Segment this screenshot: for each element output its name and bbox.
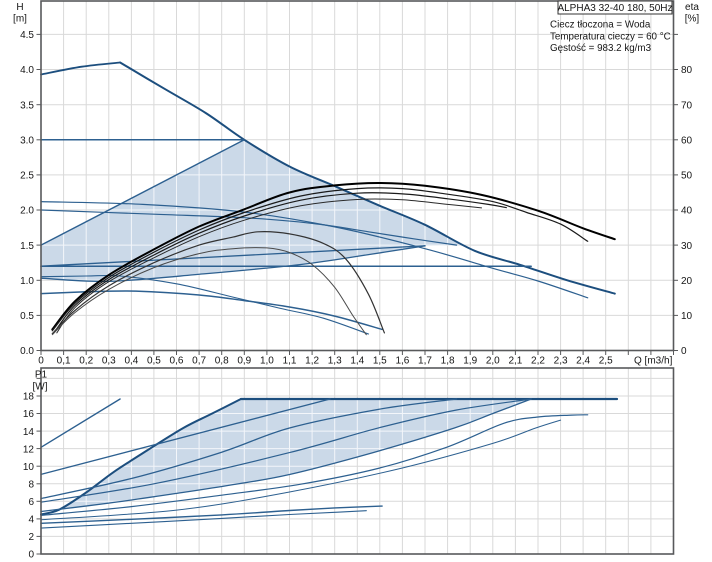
svg-text:0,8: 0,8 (215, 356, 229, 367)
svg-text:2.0: 2.0 (20, 206, 34, 217)
svg-text:0,3: 0,3 (102, 356, 116, 367)
svg-text:18: 18 (23, 392, 35, 403)
svg-text:4: 4 (28, 515, 34, 526)
svg-text:1.5: 1.5 (20, 241, 34, 252)
svg-text:10: 10 (23, 462, 35, 473)
svg-text:1,2: 1,2 (305, 356, 319, 367)
svg-text:2,0: 2,0 (486, 356, 500, 367)
svg-text:2,4: 2,4 (576, 356, 590, 367)
svg-text:50: 50 (681, 171, 693, 182)
svg-text:0,4: 0,4 (124, 356, 138, 367)
svg-text:6: 6 (28, 497, 34, 508)
svg-text:Gęstość = 983.2 kg/m3: Gęstość = 983.2 kg/m3 (550, 43, 652, 54)
svg-text:2,3: 2,3 (554, 356, 568, 367)
svg-text:1,4: 1,4 (350, 356, 364, 367)
svg-text:0,5: 0,5 (147, 356, 161, 367)
svg-text:0.0: 0.0 (20, 346, 34, 357)
svg-text:0: 0 (28, 550, 34, 561)
svg-text:70: 70 (681, 100, 693, 111)
svg-text:2: 2 (28, 532, 34, 543)
svg-text:1,8: 1,8 (441, 356, 455, 367)
svg-text:2,2: 2,2 (531, 356, 545, 367)
svg-text:1,9: 1,9 (463, 356, 477, 367)
svg-text:Temperatura cieczy = 60 °C: Temperatura cieczy = 60 °C (550, 32, 671, 43)
svg-text:8: 8 (28, 480, 34, 491)
svg-text:H: H (16, 2, 23, 13)
svg-text:4.0: 4.0 (20, 65, 34, 76)
svg-text:16: 16 (23, 409, 35, 420)
svg-text:1,6: 1,6 (395, 356, 409, 367)
svg-text:2,5: 2,5 (599, 356, 613, 367)
svg-text:eta: eta (685, 2, 699, 13)
svg-text:14: 14 (23, 427, 35, 438)
svg-text:1,7: 1,7 (418, 356, 432, 367)
svg-text:0,2: 0,2 (79, 356, 93, 367)
svg-text:0: 0 (681, 346, 687, 357)
svg-text:0,9: 0,9 (237, 356, 251, 367)
svg-text:3.5: 3.5 (20, 100, 34, 111)
svg-text:1,1: 1,1 (283, 356, 297, 367)
svg-text:12: 12 (23, 444, 35, 455)
svg-text:0.5: 0.5 (20, 311, 34, 322)
svg-text:20: 20 (681, 276, 693, 287)
svg-text:60: 60 (681, 136, 693, 147)
svg-text:[W]: [W] (33, 382, 48, 393)
svg-text:0,1: 0,1 (57, 356, 71, 367)
svg-text:2,1: 2,1 (508, 356, 522, 367)
svg-text:Ciecz tłoczona = Woda: Ciecz tłoczona = Woda (550, 20, 651, 31)
svg-text:[m]: [m] (13, 14, 27, 25)
svg-text:2.5: 2.5 (20, 171, 34, 182)
svg-text:[%]: [%] (685, 14, 700, 25)
svg-text:80: 80 (681, 65, 693, 76)
svg-text:0,7: 0,7 (192, 356, 206, 367)
svg-text:0,6: 0,6 (170, 356, 184, 367)
svg-text:Q [m3/h]: Q [m3/h] (634, 356, 673, 367)
svg-text:1.0: 1.0 (20, 276, 34, 287)
svg-text:1,3: 1,3 (328, 356, 342, 367)
svg-text:0: 0 (38, 356, 44, 367)
svg-text:40: 40 (681, 206, 693, 217)
svg-text:3.0: 3.0 (20, 136, 34, 147)
svg-text:P1: P1 (35, 370, 48, 381)
svg-text:4.5: 4.5 (20, 30, 34, 41)
svg-text:ALPHA3 32-40 180, 50Hz: ALPHA3 32-40 180, 50Hz (557, 3, 672, 14)
svg-text:10: 10 (681, 311, 693, 322)
svg-text:30: 30 (681, 241, 693, 252)
svg-text:1,0: 1,0 (260, 356, 274, 367)
svg-text:1,5: 1,5 (373, 356, 387, 367)
